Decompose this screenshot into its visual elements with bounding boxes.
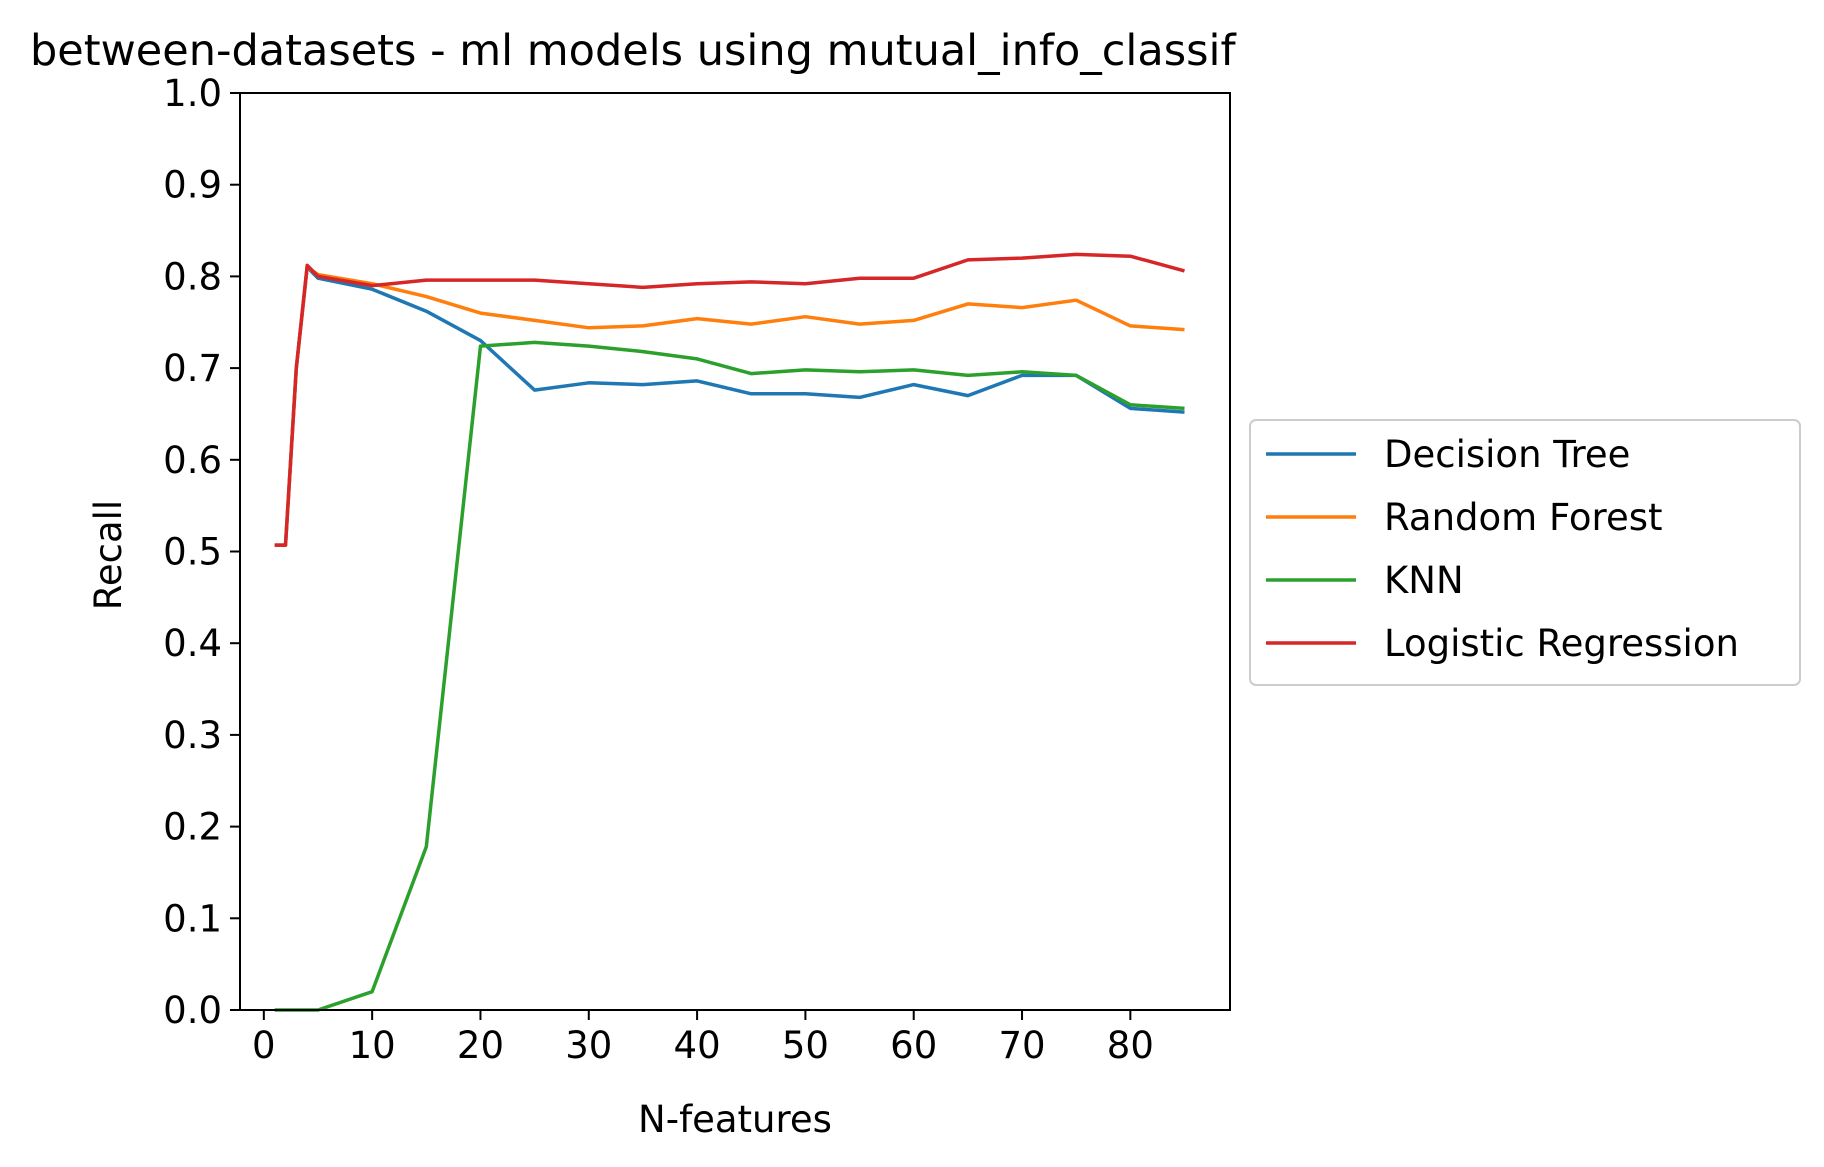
x-tick-label: 30 xyxy=(565,1024,612,1067)
y-tick-label: 0.0 xyxy=(163,989,222,1032)
y-tick-label: 0.3 xyxy=(163,714,222,757)
y-tick-label: 0.4 xyxy=(163,622,222,665)
series-line-knn xyxy=(274,340,1185,1012)
y-tick-label: 0.6 xyxy=(163,439,222,482)
legend-label: Logistic Regression xyxy=(1384,622,1739,665)
y-tick-label: 0.8 xyxy=(163,255,222,298)
legend-label: Random Forest xyxy=(1384,496,1663,539)
x-tick-label: 40 xyxy=(674,1024,721,1067)
series-lines xyxy=(274,252,1185,1012)
x-tick-label: 50 xyxy=(782,1024,829,1067)
x-tick-label: 0 xyxy=(252,1024,276,1067)
legend-label: Decision Tree xyxy=(1384,433,1630,476)
y-axis: 0.0 0.1 0.2 0.3 0.4 0.5 0.6 0.7 0.8 0.9 1.0 xyxy=(163,72,240,1032)
legend-box xyxy=(1249,419,1801,686)
x-axis: 0 10 20 30 40 50 60 70 80 xyxy=(252,1010,1154,1067)
x-tick-label: 80 xyxy=(1107,1024,1154,1067)
chart-title: between-datasets - ml models using mutua… xyxy=(30,26,1236,76)
series-line-logistic-regression xyxy=(274,252,1185,547)
x-tick-label: 20 xyxy=(457,1024,504,1067)
legend: Decision Tree Random Forest KNN Logistic Re… xyxy=(1249,419,1801,686)
x-axis-label: N-features xyxy=(638,1098,832,1141)
y-tick-label: 0.2 xyxy=(163,806,222,849)
x-tick-label: 70 xyxy=(998,1024,1045,1067)
y-axis-label: Recall xyxy=(87,500,130,610)
x-tick-label: 60 xyxy=(890,1024,937,1067)
legend-label: KNN xyxy=(1384,559,1464,602)
y-tick-label: 0.9 xyxy=(163,164,222,207)
y-tick-label: 0.1 xyxy=(163,897,222,940)
y-tick-label: 0.7 xyxy=(163,347,222,390)
y-tick-label: 0.5 xyxy=(163,531,222,574)
y-tick-label: 1.0 xyxy=(163,72,222,115)
x-tick-label: 10 xyxy=(349,1024,396,1067)
